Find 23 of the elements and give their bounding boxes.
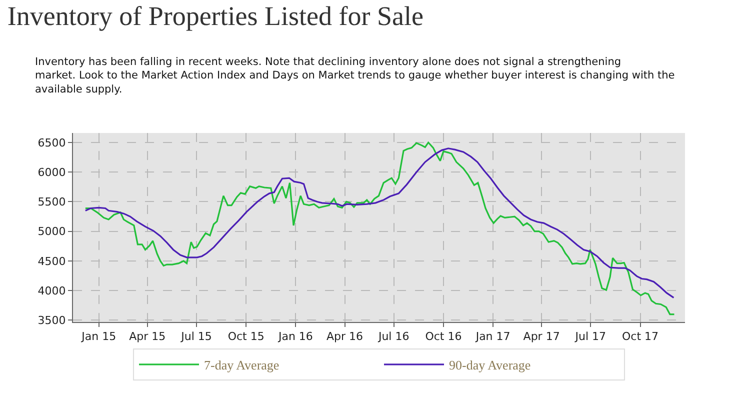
x-tick-label: Apr 16 (326, 330, 364, 344)
y-tick-label: 5000 (38, 225, 66, 238)
x-tick-label: Oct 16 (425, 330, 462, 344)
legend-label: 90-day Average (449, 357, 531, 372)
x-tick-label: Apr 17 (523, 330, 560, 344)
x-tick-label: Jan 15 (80, 330, 116, 344)
x-tick-label: Jul 16 (377, 330, 410, 344)
y-tick-label: 6500 (38, 136, 66, 150)
x-tick-label: Jul 15 (180, 330, 212, 344)
y-tick-label: 6000 (38, 166, 66, 179)
x-tick-label: Jan 17 (474, 330, 510, 344)
y-tick-label: 5500 (38, 196, 66, 209)
x-tick-label: Apr 15 (129, 330, 166, 344)
chart-subtitle: Inventory has been falling in recent weeks. Note that declining inventory alone does not signal a strengthening market. Look to the Market Action Index and Days on Market trends to gauge whether buyer interest is changing with the available supply. (35, 56, 675, 96)
x-tick-label: Oct 17 (622, 330, 659, 344)
legend-label: 7-day Average (204, 357, 280, 372)
y-tick-label: 4000 (38, 284, 66, 298)
x-tick-label: Jul 17 (574, 330, 606, 344)
x-tick-label: Oct 15 (228, 330, 264, 344)
chart-title: Inventory of Properties Listed for Sale (7, 0, 424, 31)
y-tick-label: 3500 (38, 314, 66, 328)
x-tick-label: Jan 16 (277, 330, 313, 344)
y-tick-label: 4500 (38, 254, 66, 268)
